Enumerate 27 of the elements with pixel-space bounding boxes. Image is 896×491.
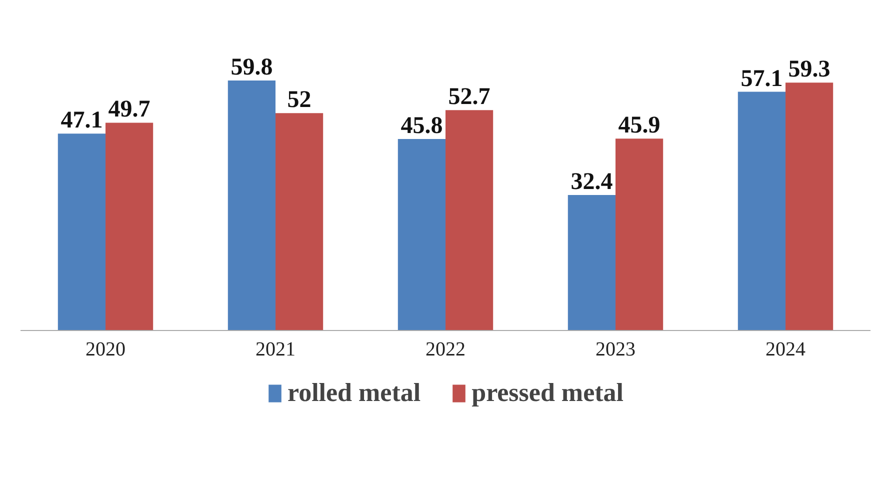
x-tick-label: 2023	[596, 338, 636, 360]
legend-label: rolled metal	[288, 378, 421, 408]
data-label: 59.3	[788, 56, 830, 83]
data-label: 49.7	[108, 96, 150, 123]
bar	[398, 139, 446, 330]
bar	[568, 195, 616, 330]
legend-label: pressed metal	[472, 378, 624, 408]
data-label: 45.9	[618, 112, 660, 139]
data-label: 57.1	[740, 66, 783, 92]
data-label: 59.8	[230, 54, 273, 80]
bar	[106, 122, 154, 330]
bar	[446, 110, 494, 330]
data-label: 47.1	[60, 108, 103, 134]
data-label: 52.7	[448, 84, 490, 110]
x-tick-label: 2020	[86, 338, 126, 360]
bar	[738, 92, 786, 330]
data-label: 32.4	[570, 169, 613, 196]
bar	[616, 138, 664, 330]
x-tick-label: 2022	[426, 338, 466, 360]
x-tick-label: 2024	[766, 338, 806, 360]
data-label: 52	[287, 87, 312, 114]
bar	[228, 80, 276, 330]
data-label: 45.8	[400, 113, 443, 140]
bar	[786, 82, 834, 330]
x-tick-label: 2021	[256, 338, 296, 360]
bar	[58, 134, 106, 330]
bar	[276, 113, 324, 330]
